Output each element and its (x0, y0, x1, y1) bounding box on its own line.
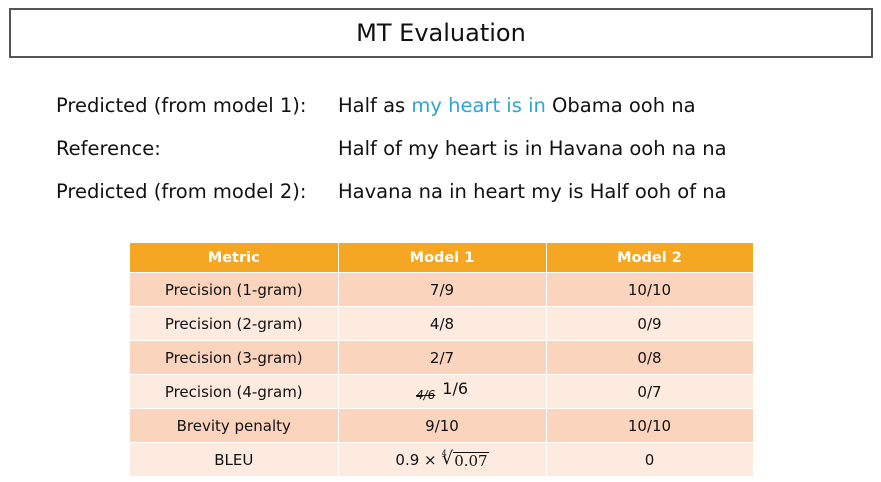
table-row: Brevity penalty 9/10 10/10 (130, 408, 754, 443)
model-2-cell: 0/7 (546, 374, 754, 409)
metric-cell: Precision (3-gram) (130, 340, 339, 375)
sentence-highlight: my heart is in (411, 94, 546, 117)
header-model-2: Model 2 (546, 243, 754, 273)
model-1-cell: 9/10 (338, 408, 547, 443)
model-1-cell: 7/9 (338, 272, 547, 307)
root-radicand: 0.07 (453, 452, 489, 470)
bleu-prefix: 0.9 × (395, 450, 437, 469)
table-row: Precision (3-gram) 2/7 0/8 (130, 340, 754, 375)
model-2-cell: 0 (546, 442, 754, 477)
sentence-text: Havana na in heart my is Half ooh of na (338, 180, 727, 203)
model-1-cell: 4/6 1/6 (338, 374, 547, 409)
sentence-label: Predicted (from model 1): (56, 94, 307, 117)
metric-cell: Precision (1-gram) (130, 272, 339, 307)
model-1-cell: 4/8 (338, 306, 547, 341)
nth-root: 4 √ 0.07 (441, 448, 489, 470)
metrics-table: Metric Model 1 Model 2 Precision (1-gram… (130, 243, 754, 477)
slide-title: MT Evaluation (9, 8, 873, 58)
struck-value: 4/6 (415, 388, 436, 402)
model-1-cell: 2/7 (338, 340, 547, 375)
radical-sign-icon: √ (441, 448, 454, 469)
table-row: Precision (1-gram) 7/9 10/10 (130, 272, 754, 307)
table-row: Precision (2-gram) 4/8 0/9 (130, 306, 754, 341)
sentence-text: Half of my heart is in Havana ooh na na (338, 137, 727, 160)
sentence-label: Reference: (56, 137, 161, 160)
model-2-cell: 0/9 (546, 306, 754, 341)
bleu-formula: 0.9 × 4 √ 0.07 (395, 448, 489, 470)
corrected-value: 1/6 (442, 379, 469, 398)
table-row: BLEU 0.9 × 4 √ 0.07 0 (130, 442, 754, 477)
model-2-cell: 0/8 (546, 340, 754, 375)
model-2-cell: 10/10 (546, 408, 754, 443)
sentence-text: Half as my heart is in Obama ooh na (338, 94, 696, 117)
model-1-cell: 0.9 × 4 √ 0.07 (338, 442, 547, 477)
metric-cell: Brevity penalty (130, 408, 339, 443)
header-model-1: Model 1 (338, 243, 547, 273)
metric-cell: Precision (4-gram) (130, 374, 339, 409)
sentence-label: Predicted (from model 2): (56, 180, 307, 203)
model-2-cell: 10/10 (546, 272, 754, 307)
sentence-post: Obama ooh na (545, 94, 696, 117)
root-index: 4 (441, 449, 447, 458)
table-row: Precision (4-gram) 4/6 1/6 0/7 (130, 374, 754, 409)
header-metric: Metric (130, 243, 339, 273)
sentence-pre: Half as (338, 94, 412, 117)
table-header-row: Metric Model 1 Model 2 (130, 243, 754, 273)
metric-cell: Precision (2-gram) (130, 306, 339, 341)
metric-cell: BLEU (130, 442, 339, 477)
